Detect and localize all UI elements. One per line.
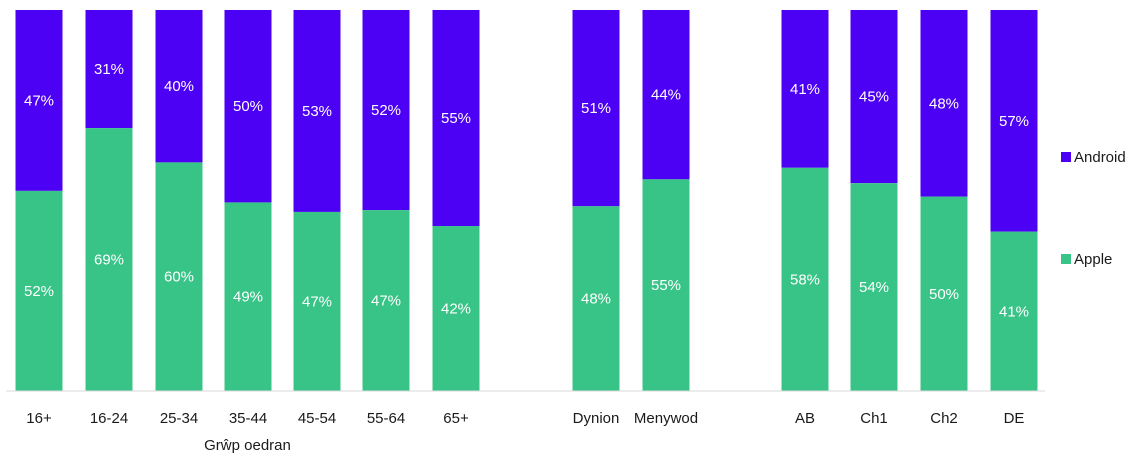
bar-android-16-24 — [85, 10, 133, 129]
bar-apple-65 — [432, 226, 480, 391]
data-label-android-menywod: 44% — [651, 87, 681, 104]
bar-apple-45-54 — [293, 211, 341, 391]
bar-apple-ab — [781, 167, 829, 391]
data-label-apple-de: 41% — [999, 303, 1029, 320]
bar-android-25-34 — [155, 10, 203, 163]
data-label-android-65: 55% — [441, 110, 471, 127]
category-group-labels: Grŵp oedran — [204, 437, 291, 454]
data-label-apple-menywod: 55% — [651, 277, 681, 294]
data-label-android-ab: 41% — [790, 81, 820, 98]
bars-layer — [15, 10, 1038, 392]
data-label-apple-45-54: 47% — [302, 293, 332, 310]
bar-android-dynion — [572, 10, 620, 207]
legend-label-apple: Apple — [1074, 251, 1112, 268]
data-label-apple-55-64: 47% — [371, 293, 401, 310]
bar-apple-35-44 — [224, 202, 272, 391]
x-tick-label-dynion: Dynion — [573, 410, 620, 427]
legend-label-android: Android — [1074, 149, 1126, 166]
bar-android-45-54 — [293, 10, 341, 212]
data-label-apple-35-44: 49% — [233, 289, 263, 306]
bar-android-ch1 — [850, 10, 898, 184]
x-tick-label-menywod: Menywod — [634, 410, 698, 427]
x-tick-label-ch1: Ch1 — [860, 410, 888, 427]
bar-apple-menywod — [642, 179, 690, 391]
bar-apple-55-64 — [362, 210, 410, 391]
data-label-apple-16-24: 69% — [94, 252, 124, 269]
x-tick-labels: 16+ 16-24 25-34 35-44 45-54 55-64 65+ Dynion Men… — [26, 410, 1024, 427]
data-label-android-45-54: 53% — [302, 103, 332, 120]
x-tick-label-ab: AB — [795, 410, 815, 427]
data-label-apple-65: 42% — [441, 301, 471, 318]
legend-swatch-android — [1061, 152, 1071, 162]
bar-apple-16 — [15, 190, 63, 391]
data-label-apple-25-34: 60% — [164, 269, 194, 286]
data-label-android-ch2: 48% — [929, 95, 959, 112]
bar-apple-dynion — [572, 206, 620, 391]
x-tick-label-16-24: 16-24 — [90, 410, 128, 427]
x-tick-label-45-54: 45-54 — [298, 410, 336, 427]
bar-android-de — [990, 10, 1038, 232]
legend-swatch-apple — [1061, 254, 1071, 264]
bar-android-16 — [15, 10, 63, 191]
data-label-android-55-64: 52% — [371, 102, 401, 119]
x-tick-label-16: 16+ — [26, 410, 52, 427]
data-label-apple-16: 52% — [24, 283, 54, 300]
x-tick-label-35-44: 35-44 — [229, 410, 267, 427]
data-label-android-dynion: 51% — [581, 100, 611, 117]
data-label-apple-ch1: 54% — [859, 279, 889, 296]
bar-android-ch2 — [920, 10, 968, 197]
group-label-0: Grŵp oedran — [204, 437, 291, 454]
bar-apple-ch1 — [850, 183, 898, 391]
x-tick-label-55-64: 55-64 — [367, 410, 405, 427]
legend: Android Apple — [1061, 149, 1126, 268]
data-label-android-16: 47% — [24, 92, 54, 109]
data-label-android-ch1: 45% — [859, 89, 889, 106]
x-tick-label-de: DE — [1004, 410, 1025, 427]
bar-labels-layer: 47% 52% 31% 69% 40% 60% 50% 49% 53% 47% 52% 47% 55% 4… — [24, 61, 1029, 320]
data-label-android-35-44: 50% — [233, 98, 263, 115]
x-tick-label-65: 65+ — [443, 410, 469, 427]
bar-apple-de — [990, 231, 1038, 391]
data-label-apple-dynion: 48% — [581, 291, 611, 308]
bar-android-35-44 — [224, 10, 272, 203]
bar-android-menywod — [642, 10, 690, 180]
data-label-apple-ab: 58% — [790, 271, 820, 288]
bar-android-ab — [781, 10, 829, 168]
data-label-android-25-34: 40% — [164, 78, 194, 95]
bar-apple-25-34 — [155, 162, 203, 391]
bar-android-55-64 — [362, 10, 410, 211]
data-label-android-de: 57% — [999, 113, 1029, 130]
bar-apple-16-24 — [85, 128, 133, 392]
data-label-android-16-24: 31% — [94, 61, 124, 78]
data-label-apple-ch2: 50% — [929, 286, 959, 303]
bar-android-65 — [432, 10, 480, 227]
x-tick-label-ch2: Ch2 — [930, 410, 958, 427]
bar-apple-ch2 — [920, 196, 968, 391]
x-tick-label-25-34: 25-34 — [160, 410, 198, 427]
